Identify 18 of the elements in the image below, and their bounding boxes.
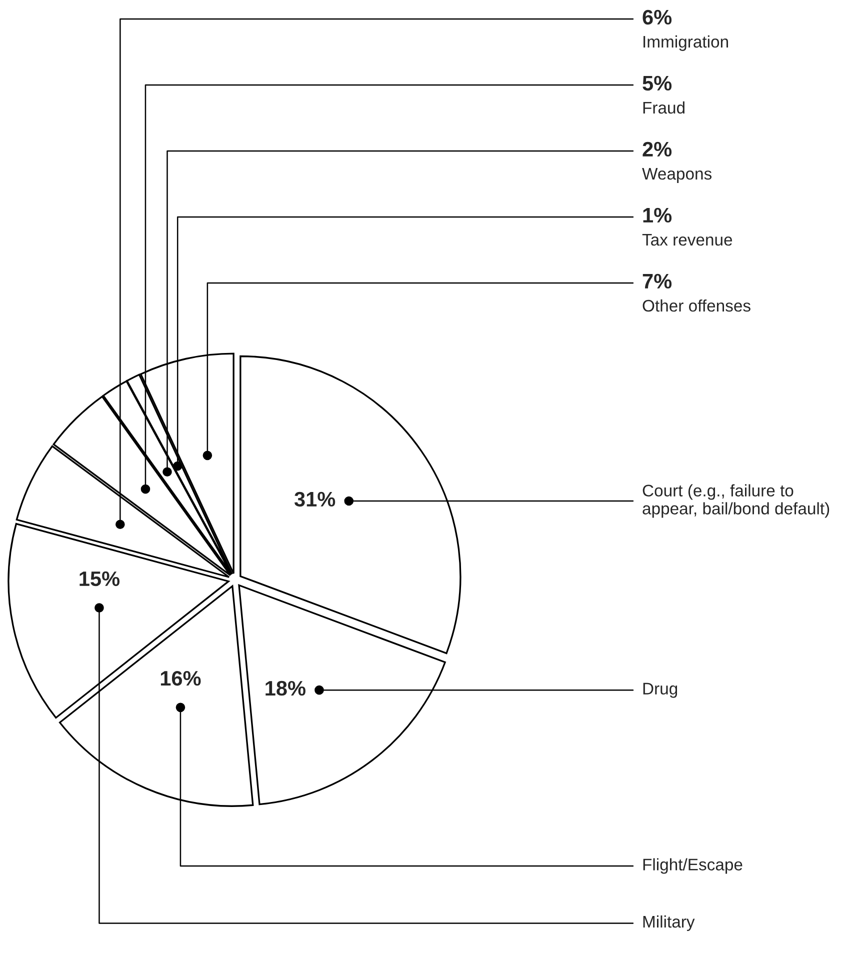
data-label: 7% xyxy=(642,274,672,289)
data-label: 2% xyxy=(642,142,672,157)
data-label: 18% xyxy=(266,680,306,696)
data-label: 31% xyxy=(294,492,336,507)
slice-label: Immigration xyxy=(644,35,728,51)
slice-label: Other offenses xyxy=(642,299,750,312)
data-label: 16% xyxy=(160,670,201,686)
slice-label: Military xyxy=(643,915,695,931)
slice-label: Court (e.g., failure to appear, bail/bond default) xyxy=(642,484,830,518)
data-label: 6% xyxy=(642,10,672,25)
data-label: 5% xyxy=(642,76,672,91)
slice-label: Tax revenue xyxy=(642,234,732,246)
data-label: 1% xyxy=(643,208,672,223)
slice-label: Weapons xyxy=(642,168,712,183)
slice-label: Fraud xyxy=(643,101,684,114)
slice-label: Flight/Escape xyxy=(643,858,742,874)
slice-label: Drug xyxy=(643,682,678,698)
data-label: 15% xyxy=(80,571,120,586)
